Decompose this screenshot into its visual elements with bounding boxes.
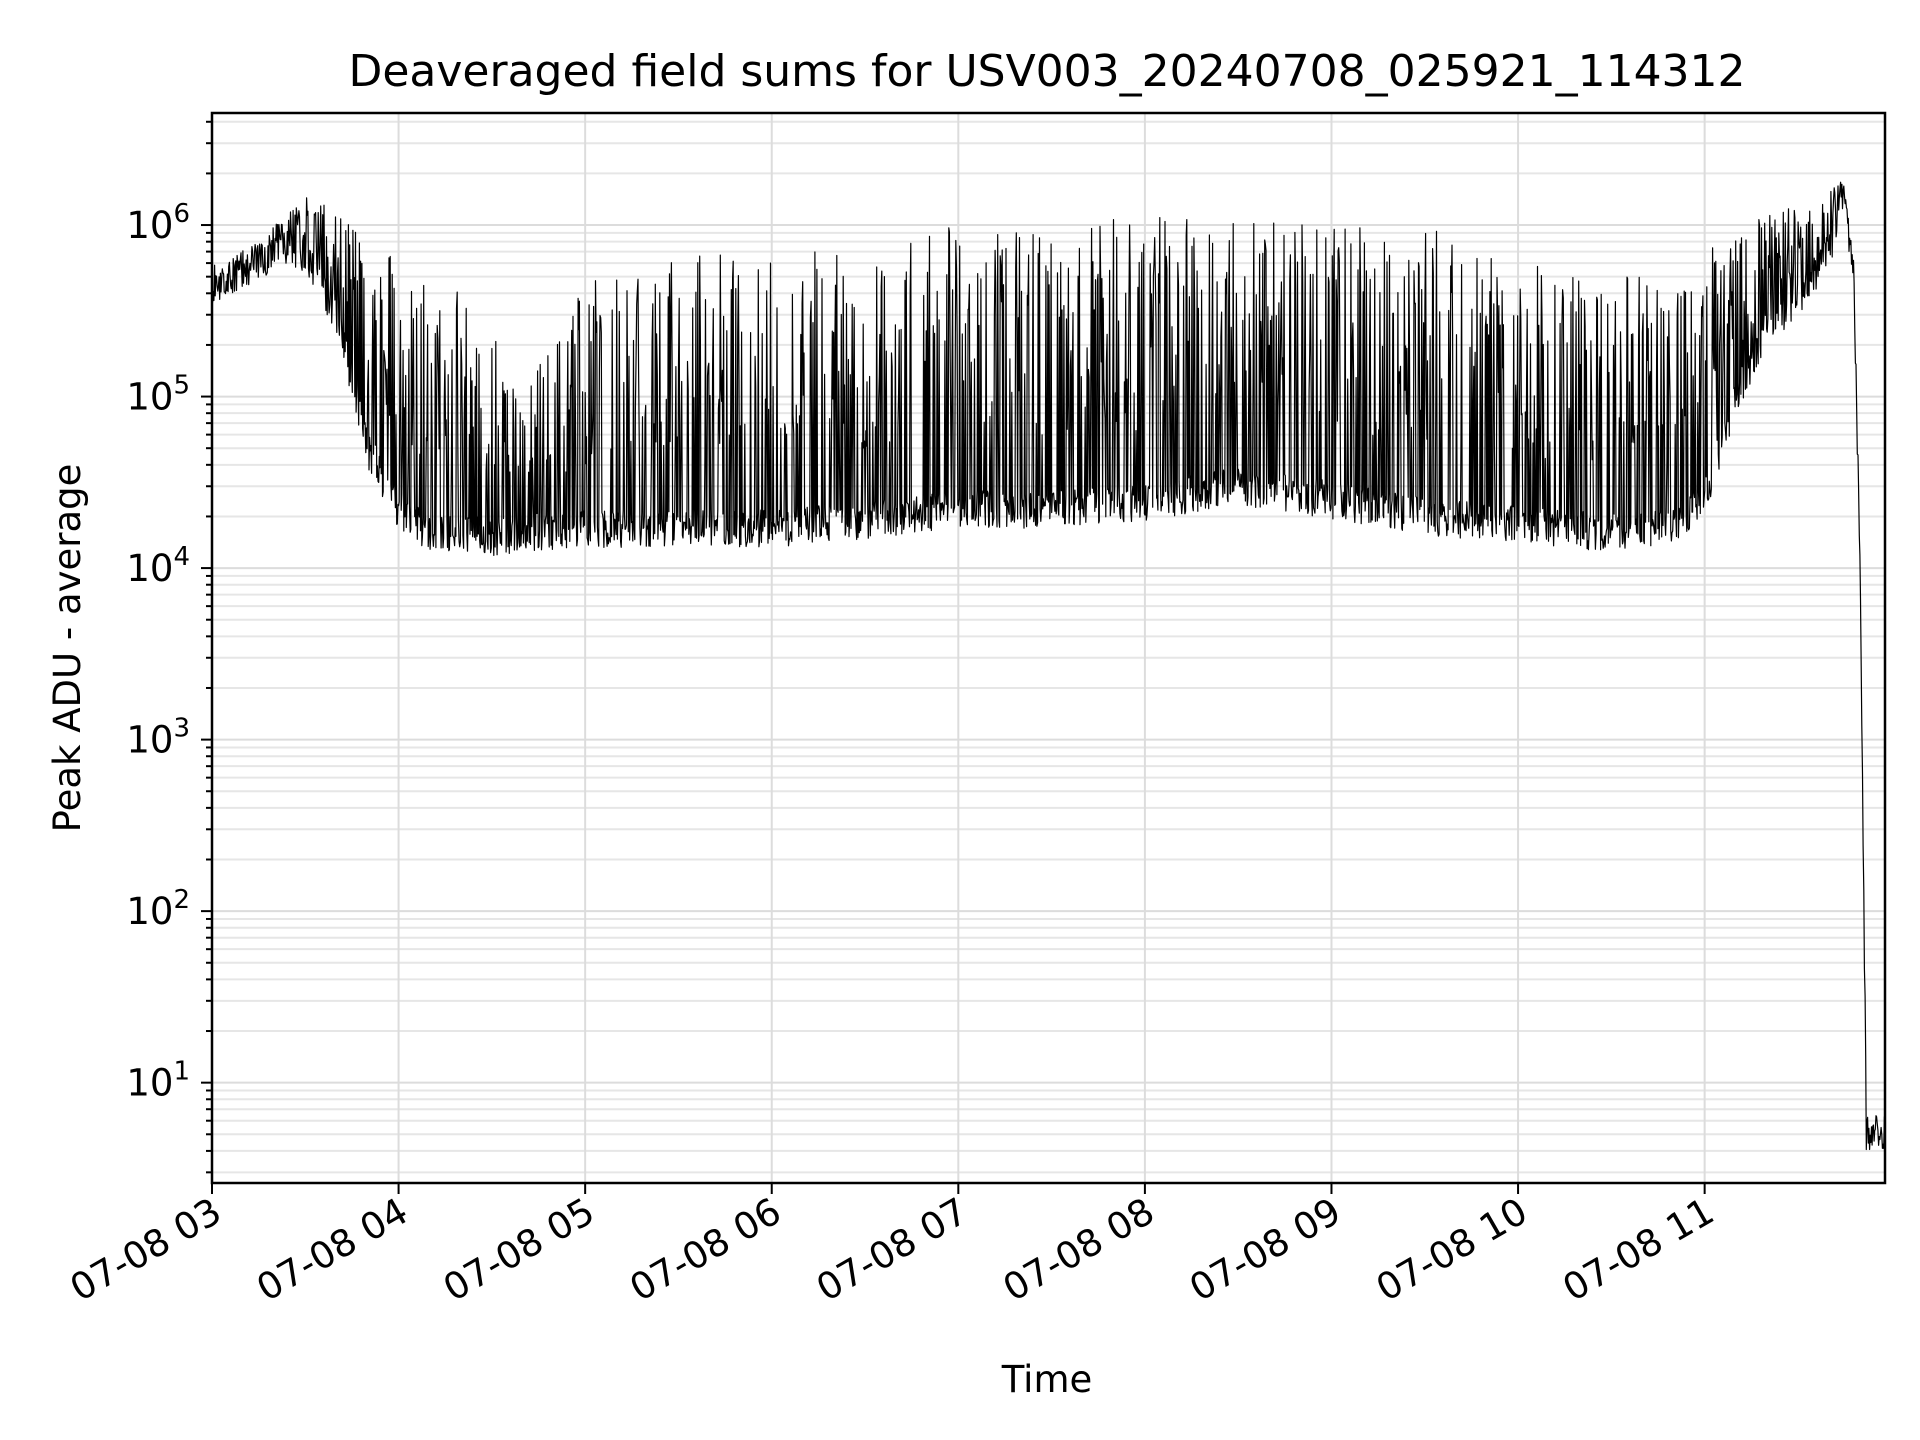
data-series (211, 181, 1886, 1151)
plot-frame (210, 111, 1887, 1185)
y-tick-label: 105 (126, 371, 190, 419)
x-tick-label: 07-08 03 (63, 1190, 229, 1310)
x-axis-label: Time (1001, 1358, 1093, 1401)
x-tick-label: 07-08 04 (250, 1190, 416, 1310)
x-tick-label: 07-08 07 (809, 1190, 975, 1310)
y-tick-label: 104 (126, 542, 190, 590)
x-tick-label: 07-08 09 (1182, 1190, 1348, 1310)
x-tick-label: 07-08 11 (1556, 1190, 1722, 1310)
y-axis-ticks: 101 102 103 104 105 106 (126, 120, 212, 1174)
grid-lines (211, 113, 1885, 1183)
y-tick-label: 103 (126, 714, 190, 762)
y-axis-label: Peak ADU - average (46, 464, 89, 833)
x-tick-label: 07-08 05 (436, 1190, 602, 1310)
x-tick-label: 07-08 06 (623, 1190, 789, 1310)
y-tick-label: 101 (126, 1057, 190, 1105)
x-tick-label: 07-08 10 (1369, 1190, 1535, 1310)
y-tick-label: 102 (126, 885, 190, 933)
y-tick-label: 106 (126, 199, 190, 247)
series-line (211, 181, 1886, 1151)
chart-title: Deaveraged field sums for USV003_2024070… (348, 46, 1745, 97)
x-axis-ticks: 07-08 03 07-08 04 07-08 05 07-08 06 07-08 07… (63, 1183, 1721, 1310)
x-tick-label: 07-08 08 (996, 1190, 1162, 1310)
